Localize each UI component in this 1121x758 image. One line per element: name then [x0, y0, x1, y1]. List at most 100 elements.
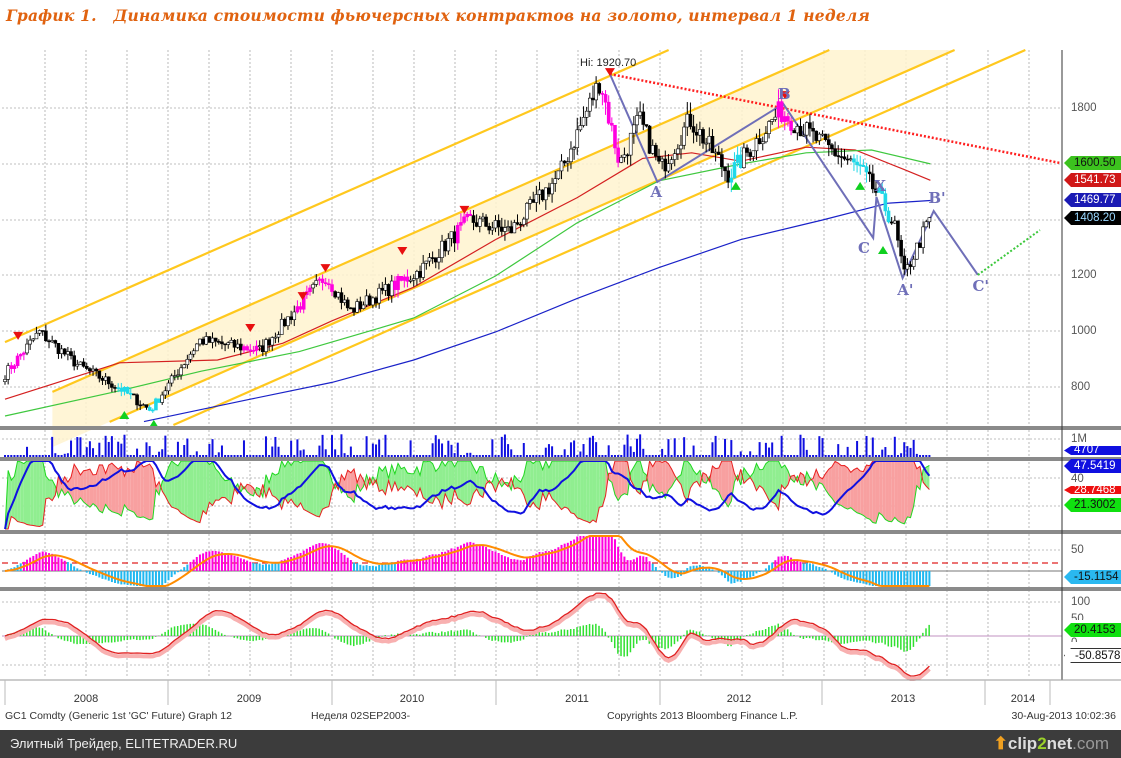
- macd-bar: [632, 559, 635, 571]
- candle-body: [144, 404, 149, 408]
- osc-bar: [752, 633, 754, 636]
- osc-bar: [409, 634, 412, 636]
- osc-bar: [906, 636, 908, 652]
- brand-text: Элитный Трейдер, ELITETRADER.RU: [10, 736, 238, 751]
- dmi-fill: [460, 461, 465, 504]
- osc-bar: [466, 629, 468, 636]
- osc-bar: [673, 636, 676, 645]
- sell-signal-marker: [459, 205, 470, 214]
- dmi-fill: [655, 461, 659, 494]
- volume-bar: [375, 444, 378, 457]
- osc-bar: [415, 634, 418, 636]
- candle-body: [62, 348, 67, 355]
- dmi-fill: [20, 461, 24, 523]
- dmi-fill: [687, 461, 691, 502]
- wave-label: B: [777, 85, 791, 103]
- osc-bar: [63, 636, 66, 641]
- osc-bar: [695, 631, 698, 636]
- volume-bar: [419, 455, 422, 457]
- volume-bar: [349, 446, 352, 457]
- macd-bar: [620, 552, 623, 571]
- volume-bar: [598, 455, 601, 457]
- macd-bar: [403, 559, 406, 571]
- candle-body: [169, 375, 174, 384]
- macd-bar: [777, 556, 780, 571]
- candle-body: [223, 343, 227, 346]
- clip2net-logo[interactable]: ⬆clip2net.com: [993, 734, 1109, 753]
- macd-bar: [211, 550, 214, 571]
- macd-bar: [334, 548, 337, 571]
- macd-bar: [167, 571, 170, 581]
- osc-bar: [566, 629, 569, 636]
- candle-body: [534, 194, 539, 203]
- osc-bar: [859, 636, 861, 642]
- buy-signal-marker: [855, 181, 866, 190]
- tag-ma-red: 1541.73: [1064, 173, 1121, 187]
- macd-bar: [818, 567, 821, 571]
- dmi-fill: [344, 470, 348, 497]
- dmi-fill: [602, 461, 606, 507]
- volume-bar: [437, 439, 440, 457]
- candle-body: [471, 215, 476, 223]
- volume-bar: [529, 455, 532, 457]
- dmi-fill: [322, 461, 326, 510]
- macd-bar: [903, 571, 906, 586]
- macd-bar: [327, 544, 330, 571]
- dmi-fill: [33, 461, 37, 527]
- candle-body: [798, 126, 803, 137]
- sell-signal-marker: [297, 292, 308, 301]
- tag-osc-green: 20.4153: [1064, 623, 1121, 637]
- candle-body: [710, 136, 715, 154]
- macd-bar: [840, 571, 843, 578]
- volume-bar: [585, 455, 588, 457]
- macd-bar: [918, 571, 921, 586]
- macd-bar: [758, 571, 761, 572]
- osc-bar: [846, 636, 849, 644]
- volume-bar: [337, 455, 340, 457]
- volume-bar: [132, 455, 135, 457]
- macd-bar: [415, 558, 418, 571]
- osc-bar: [547, 632, 550, 636]
- osc-bar: [107, 636, 110, 643]
- volume-bar: [57, 455, 60, 457]
- dmi-fill: [633, 461, 637, 492]
- volume-bar: [560, 455, 563, 457]
- volume-bar: [874, 455, 877, 457]
- candle-body: [295, 306, 300, 313]
- macd-bar: [296, 553, 299, 571]
- candle-body: [204, 336, 209, 345]
- candle-body: [3, 379, 7, 382]
- dmi-fill: [558, 461, 562, 510]
- volume-bar: [384, 434, 387, 457]
- candle-body: [553, 178, 558, 184]
- candle-body: [820, 133, 825, 136]
- dmi-fill: [806, 471, 810, 486]
- volume-bar: [887, 455, 890, 457]
- dmi-fill: [857, 468, 861, 514]
- osc-bar: [821, 636, 823, 641]
- volume-bar: [774, 455, 777, 457]
- macd-bar: [453, 548, 456, 571]
- candle-body: [119, 387, 124, 392]
- candle-body: [424, 260, 429, 264]
- volume-bar: [541, 455, 544, 457]
- macd-bar: [824, 568, 827, 571]
- year-2014: 2014: [1010, 693, 1036, 705]
- candle-body: [273, 336, 278, 339]
- candle-body: [792, 130, 797, 134]
- osc-bar: [164, 631, 166, 636]
- volume-bar: [793, 455, 796, 457]
- macd-bar: [613, 539, 616, 571]
- macd-bar: [865, 571, 868, 585]
- volume-bar: [626, 434, 629, 457]
- dmi-fill: [115, 466, 119, 514]
- macd-bar: [447, 550, 450, 571]
- arrow-up-icon: ⬆: [993, 734, 1008, 753]
- dmi-fill: [875, 461, 880, 524]
- osc-bar: [569, 629, 572, 636]
- osc-bar: [334, 636, 336, 639]
- osc-bar: [205, 625, 207, 636]
- volume-bar: [220, 445, 223, 457]
- dmi-fill: [206, 461, 210, 515]
- macd-bar: [280, 560, 283, 571]
